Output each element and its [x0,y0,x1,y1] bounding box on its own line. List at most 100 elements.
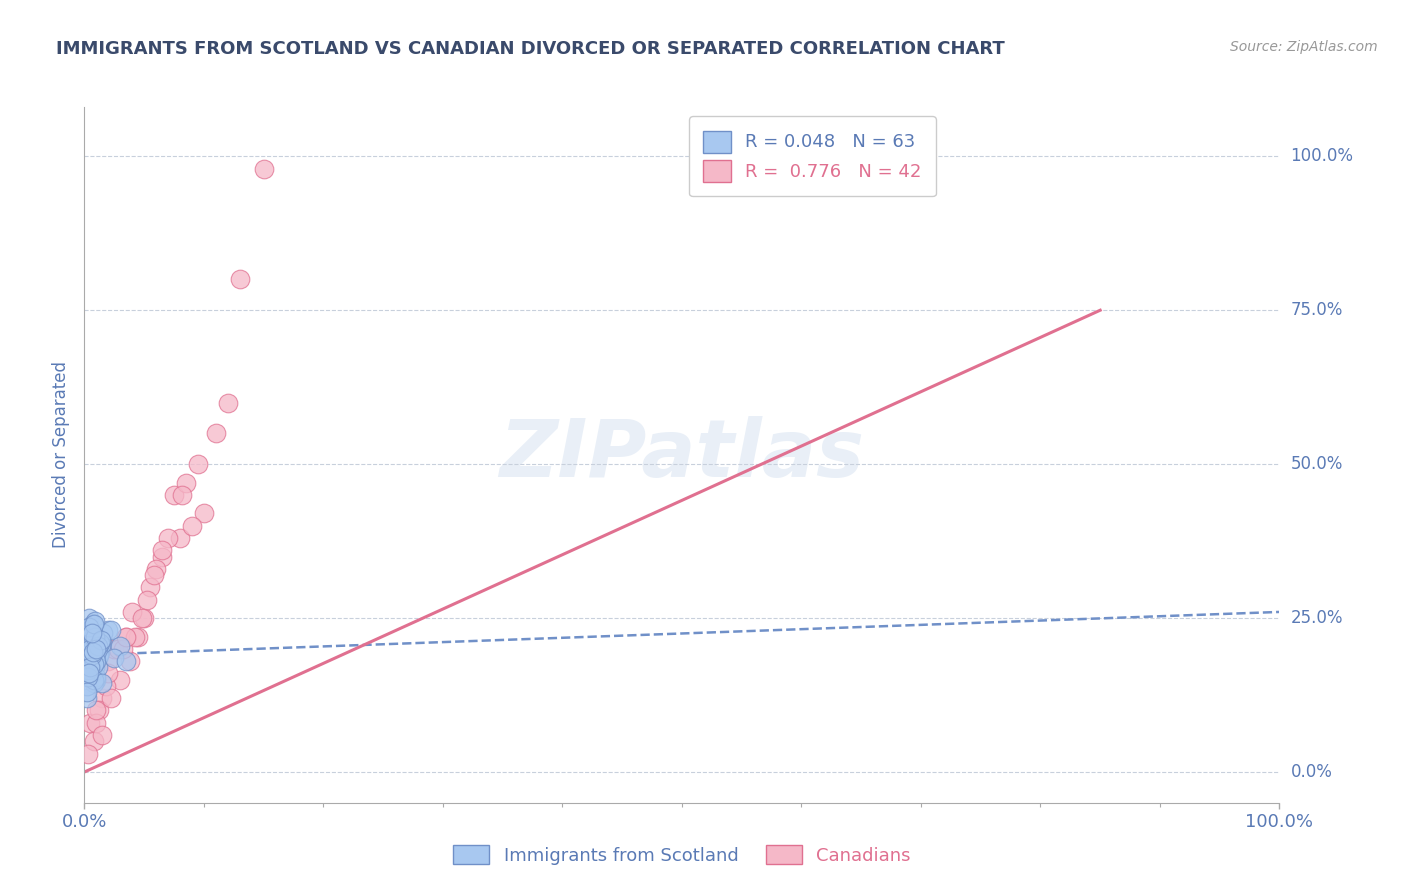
Point [217,395,239,409]
Point [228,272,250,286]
Point [87,641,110,656]
Point [76,679,98,693]
Point [83,657,105,672]
Point [79,660,101,674]
Text: IMMIGRANTS FROM SCOTLAND VS CANADIAN DIVORCED OR SEPARATED CORRELATION CHART: IMMIGRANTS FROM SCOTLAND VS CANADIAN DIV… [56,40,1005,58]
Point [83,673,105,687]
Point [174,475,197,490]
Point [83,630,105,644]
Point [91,728,114,742]
Point [77,664,100,678]
Point [79,639,101,653]
Point [77,651,100,665]
Point [103,651,125,665]
Point [84,641,107,656]
Point [77,747,100,761]
Point [79,715,101,730]
Point [118,654,141,668]
Point [77,669,100,683]
Point [94,679,117,693]
Point [131,611,153,625]
Point [83,734,105,748]
Point [253,161,276,176]
Point [86,660,108,674]
Point [84,620,107,634]
Point [87,648,110,662]
Point [79,641,101,656]
Point [82,666,104,681]
Point [135,592,157,607]
Point [77,645,100,659]
Point [100,691,122,706]
Point [90,639,112,653]
Point [150,543,173,558]
Point [80,648,103,662]
Point [84,673,107,687]
Point [76,691,98,706]
Point [77,666,100,681]
Point [91,636,114,650]
Point [84,715,107,730]
Point [86,639,108,653]
Point [90,632,112,647]
Point [89,636,111,650]
Text: 25.0%: 25.0% [1291,609,1343,627]
Point [97,666,120,681]
Point [77,641,100,656]
Point [80,632,103,647]
Point [89,645,111,659]
Point [157,531,180,545]
Point [77,657,100,672]
Point [77,611,100,625]
Point [77,648,100,662]
Text: ZIPatlas: ZIPatlas [499,416,865,494]
Point [115,630,138,644]
Y-axis label: Divorced or Separated: Divorced or Separated [52,361,70,549]
Point [84,614,107,628]
Point [84,669,107,683]
Point [84,654,107,668]
Point [100,624,122,638]
Point [103,641,125,656]
Point [80,632,103,647]
Point [77,620,100,634]
Point [91,675,114,690]
Text: 0.0%: 0.0% [1291,763,1333,781]
Point [83,630,105,644]
Point [79,654,101,668]
Text: Source: ZipAtlas.com: Source: ZipAtlas.com [1230,40,1378,54]
Point [187,457,209,471]
Point [79,641,101,656]
Point [107,641,129,656]
Point [87,703,110,717]
Point [127,630,149,644]
Point [115,630,138,644]
Point [132,611,156,625]
Point [115,654,138,668]
Point [83,617,105,632]
Point [193,507,215,521]
Point [180,518,202,533]
Point [84,630,107,644]
Point [80,657,103,672]
Point [172,488,194,502]
Legend: Immigrants from Scotland, Canadians: Immigrants from Scotland, Canadians [444,837,920,874]
Point [76,685,98,699]
Text: 50.0%: 50.0% [1291,455,1343,473]
Point [110,639,132,653]
Point [82,630,104,644]
Point [111,641,134,656]
Point [97,654,120,668]
Point [82,645,104,659]
Point [77,664,100,678]
Point [163,488,186,502]
Text: 75.0%: 75.0% [1291,301,1343,319]
Point [84,660,107,674]
Text: 100.0%: 100.0% [1291,147,1354,165]
Point [93,626,115,640]
Point [145,562,167,576]
Point [124,630,146,644]
Point [77,654,100,668]
Point [83,675,105,690]
Point [86,651,108,665]
